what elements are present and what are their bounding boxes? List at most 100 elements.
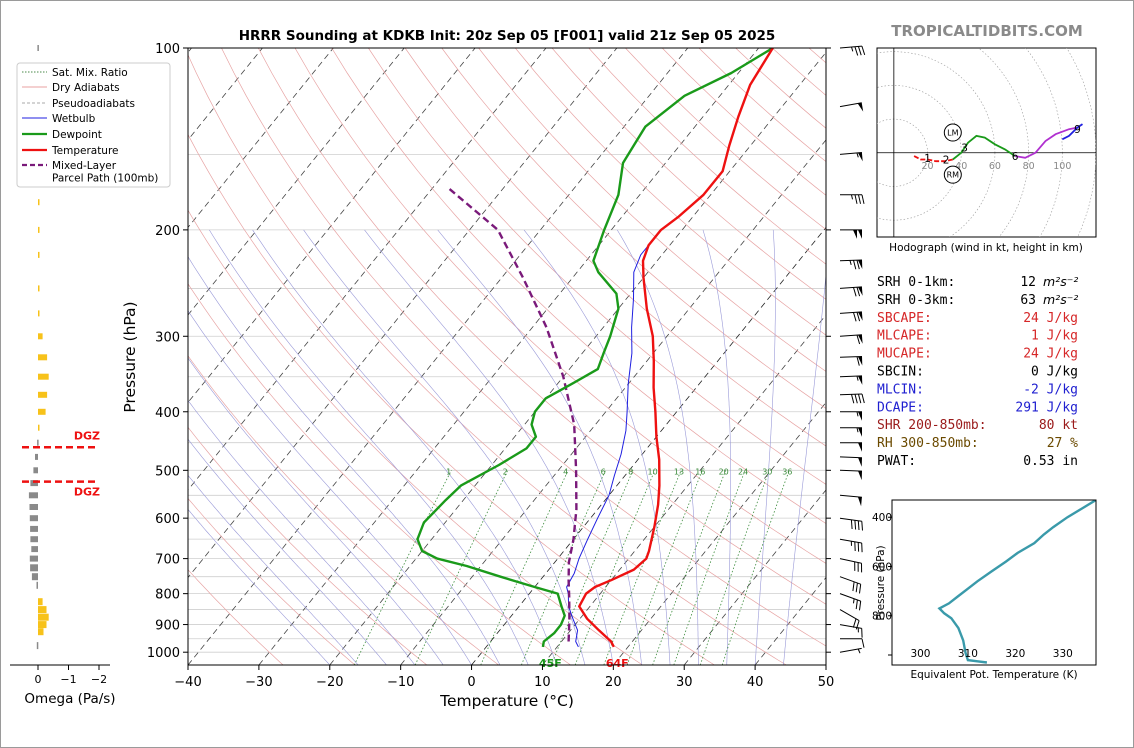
parcel-path-line [446, 186, 578, 642]
hodograph-trace [1014, 126, 1078, 159]
barb-flag [856, 356, 860, 366]
wind-barb [839, 102, 864, 112]
omega-bar [38, 373, 49, 380]
barb-pennant [858, 334, 863, 344]
barb-flag [851, 394, 855, 404]
omega-bar [37, 439, 39, 446]
y-tick-label: 200 [155, 224, 180, 239]
barb-pennant [858, 375, 863, 385]
legend-label: Sat. Mix. Ratio [52, 67, 128, 79]
isotherm-line [258, 48, 759, 665]
stat-value: 0 J/kg [1031, 365, 1078, 380]
omega-bar [38, 606, 47, 614]
barb-half-flag [849, 260, 852, 266]
barb-staff [839, 45, 862, 49]
x-tick-label: 10 [534, 675, 551, 690]
wind-barb [839, 647, 862, 654]
barb-staff [839, 517, 862, 522]
x-tick-label: 20 [605, 675, 622, 690]
x-tick-label: −40 [174, 675, 201, 690]
hodograph-plot-area: 20 40 60 80 100 LM RM 1 23 6 9 [877, 48, 1096, 237]
hodograph-ring-label: 100 [1053, 161, 1071, 172]
dry-adiabat-line [188, 283, 571, 665]
wind-barb [840, 442, 862, 452]
omega-bar [35, 453, 38, 460]
omega-bar [36, 581, 38, 589]
x-tick-label: 40 [747, 675, 764, 690]
legend-label: Temperature [51, 145, 119, 157]
legend-label-line: Mixed-Layer [52, 160, 117, 172]
y-tick-label: 700 [155, 553, 180, 568]
mixing-ratio-line [574, 470, 656, 665]
legend-box [16, 62, 171, 188]
stat-label: PWAT: [877, 454, 916, 469]
barb-pennant [858, 229, 862, 239]
barb-staff [839, 624, 862, 629]
wind-barb [839, 494, 862, 507]
skewt-plot-area: 1 2 4 6 8 10 13 16 20 24 30 36 [188, 48, 826, 665]
wind-barb [839, 375, 863, 385]
isotherm-line [188, 48, 618, 579]
stat-label: SBCAPE: [877, 311, 932, 326]
isotherm-line [188, 48, 689, 665]
mixing-ratio-label: 2 [503, 468, 508, 477]
legend-label-line: Dry Adiabats [52, 82, 120, 94]
barb-flag [854, 46, 859, 56]
stats-table: SRH 0-1km: 12 m²s⁻² SRH 0-3km: 63 m²s⁻² SBCAPE… [877, 274, 1078, 469]
x-tick-label: −20 [316, 675, 343, 690]
barb-flag [861, 521, 863, 531]
wind-barb [839, 286, 863, 297]
barb-flag [850, 519, 853, 530]
x-tick-label: −30 [245, 675, 272, 690]
barb-half-flag [857, 648, 861, 654]
dry-adiabat-line [404, 48, 826, 447]
y-tick-label: 900 [155, 619, 180, 634]
legend-label: Pseudoadiabats [52, 98, 135, 110]
legend-label: Dry Adiabats [52, 82, 120, 94]
omega-bar [30, 564, 38, 572]
moist-adiabat-line [188, 357, 444, 665]
stat-label: SRH 0-3km: [877, 293, 955, 308]
dry-adiabat-line [331, 48, 826, 524]
stat-value: 24 J/kg [1023, 311, 1078, 326]
omega-bar [38, 251, 40, 258]
barb-flag [856, 312, 861, 322]
omega-bar [38, 628, 44, 636]
mixing-ratio-label: 13 [674, 468, 684, 477]
hodograph-frame [876, 47, 1097, 238]
dry-adiabat-line [478, 48, 826, 372]
y-tick-label: 500 [155, 464, 180, 479]
omega-bar [38, 285, 40, 292]
stat-label: MUCAPE: [877, 347, 932, 362]
x-axis-label: Temperature (°C) [439, 692, 574, 710]
omega-bar [38, 226, 40, 233]
dry-adiabat-line [188, 569, 284, 665]
storm-motion-marker [943, 123, 962, 142]
barb-flag [855, 582, 858, 593]
y-tick-label: 300 [155, 330, 180, 345]
wind-barb [839, 517, 863, 531]
mixing-ratio-label: 16 [695, 468, 705, 477]
legend-label: Mixed-Layer Parcel Path (100mb) [52, 160, 158, 185]
barb-flag [856, 334, 861, 345]
wind-barb [839, 311, 863, 322]
legend-label-line: Wetbulb [52, 113, 96, 125]
isotherm-line [188, 48, 476, 404]
mixing-ratio-label: 1 [446, 468, 451, 477]
dry-adiabat-line [188, 426, 428, 665]
mixing-ratio-line [721, 470, 790, 665]
isotherm-line [471, 226, 826, 665]
stat-label: DCAPE: [877, 400, 924, 415]
stat-label: MLCIN: [877, 382, 924, 397]
moist-adiabat-line [188, 438, 387, 665]
mixing-ratio-line [626, 470, 703, 665]
wind-barb [839, 538, 863, 553]
barb-flag [853, 260, 857, 270]
moist-adiabat-line [188, 399, 416, 665]
hodograph-caption: Hodograph (wind in kt, height in km) [889, 242, 1083, 254]
barb-flag [855, 599, 858, 610]
dry-adiabat-line [551, 48, 826, 300]
mixing-ratio-label: 4 [563, 468, 568, 477]
mixing-ratio-line [699, 470, 770, 665]
